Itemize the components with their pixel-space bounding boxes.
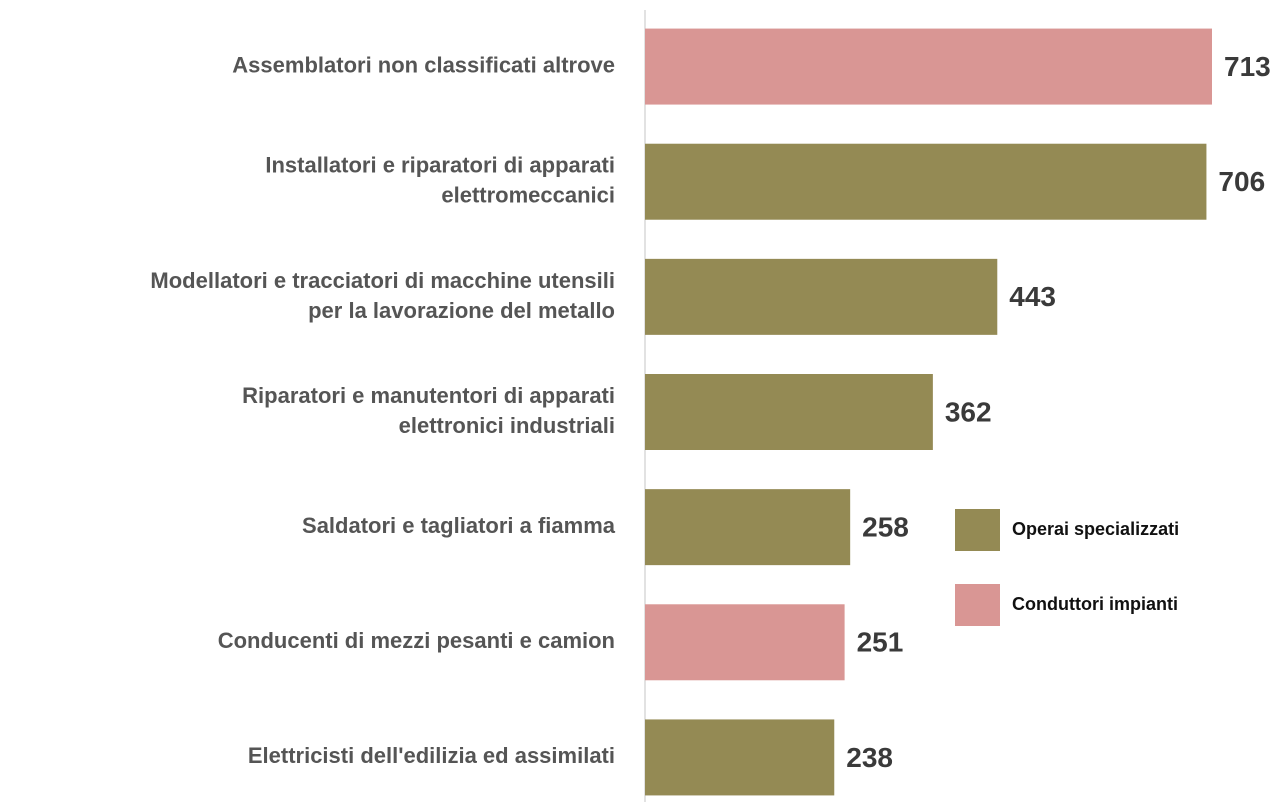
bar [645, 143, 1207, 220]
category-label: Modellatori e tracciatori di macchine ut… [150, 268, 615, 323]
category-label: Elettricisti dell'edilizia ed assimilati [248, 743, 615, 768]
bar [645, 258, 998, 335]
value-label: 362 [945, 396, 992, 427]
category-label: Assemblatori non classificati altrove [232, 52, 615, 77]
value-label: 238 [846, 742, 893, 773]
bar [645, 28, 1212, 105]
legend-label: Conduttori impianti [1012, 594, 1178, 614]
value-label: 713 [1224, 51, 1271, 82]
category-label: Riparatori e manutentori di apparati elet… [242, 383, 615, 438]
bar [645, 719, 835, 796]
value-label: 251 [857, 627, 904, 658]
category-label: Conducenti di mezzi pesanti e camion [218, 628, 615, 653]
category-label: Saldatori e tagliatori a fiamma [302, 513, 616, 538]
category-label: Installatori e riparatori di apparati ele… [265, 153, 615, 208]
value-label: 258 [862, 512, 909, 543]
legend-swatch [955, 509, 1000, 551]
value-label: 706 [1218, 166, 1265, 197]
bar [645, 489, 851, 566]
legend-swatch [955, 584, 1000, 626]
bar [645, 604, 845, 681]
legend-label: Operai specializzati [1012, 519, 1179, 539]
value-label: 443 [1009, 281, 1056, 312]
bar [645, 374, 933, 450]
